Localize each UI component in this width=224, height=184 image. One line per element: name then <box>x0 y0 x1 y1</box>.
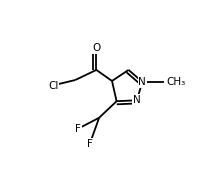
Text: N: N <box>133 95 141 105</box>
Text: Cl: Cl <box>48 81 58 91</box>
Text: N: N <box>138 77 146 87</box>
Text: O: O <box>92 43 101 53</box>
Text: CH₃: CH₃ <box>166 77 185 87</box>
Text: F: F <box>87 139 93 148</box>
Text: F: F <box>75 124 81 134</box>
